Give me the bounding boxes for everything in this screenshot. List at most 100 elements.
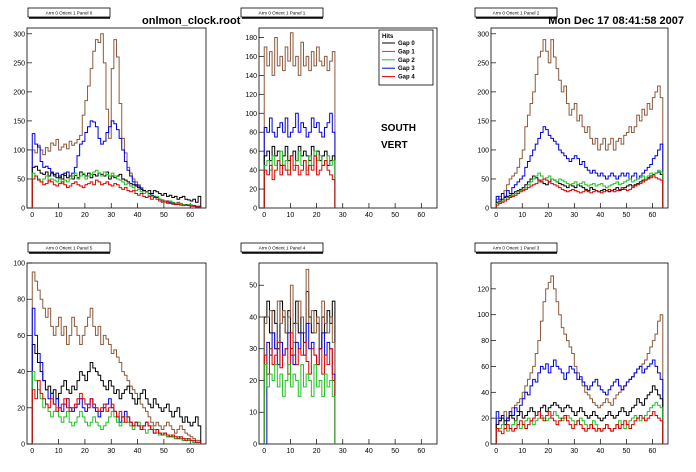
x-tick-label: 0: [30, 212, 34, 219]
legend-entry: Gap 0: [398, 41, 415, 47]
x-tick-label: 0: [262, 212, 266, 219]
legend-entry: Gap 4: [398, 75, 415, 81]
series-line-gap-3: [495, 359, 664, 444]
panel-title-box: [27, 7, 111, 18]
y-tick-label: 160: [245, 54, 257, 61]
x-tick-label: 20: [544, 212, 552, 219]
y-tick-label: 20: [249, 187, 257, 194]
y-tick-label: 80: [17, 297, 25, 304]
x-tick-label: 50: [391, 212, 399, 219]
series-line-gap-2: [31, 169, 202, 208]
histogram-panel-3: Arm 0 Orient 1 Panel 5 0 20 40 60 80 100 0 10 20 3…: [13, 242, 207, 455]
y-tick-label: 80: [481, 338, 489, 345]
x-tick-label: 60: [417, 448, 425, 455]
panel-title: Arm 0 Orient 1 Panel 1: [259, 11, 306, 16]
x-tick-label: 20: [544, 448, 552, 455]
panel-title: Arm 0 Orient 1 Panel 3: [493, 246, 540, 251]
plot-frame: [490, 262, 669, 445]
y-tick-label: 0: [253, 206, 257, 213]
y-tick-label: 250: [13, 60, 25, 67]
x-tick-label: 0: [494, 448, 498, 455]
panel-title-box: [474, 242, 558, 253]
timestamp: Mon Dec 17 08:41:58 2007: [548, 15, 684, 27]
annotation-vert: VERT: [381, 140, 408, 151]
series-line-gap-2: [495, 169, 664, 208]
y-tick-label: 100: [245, 111, 257, 118]
series-line-gap-3: [495, 126, 664, 208]
x-tick-label: 10: [518, 212, 526, 219]
series-line-gap-0: [31, 343, 202, 444]
y-tick-label: 100: [13, 147, 25, 154]
y-tick-label: 0: [21, 206, 25, 213]
plot-frame: [258, 262, 438, 445]
series-line-gap-4: [31, 175, 202, 208]
y-tick-label: 20: [249, 378, 257, 385]
y-tick-label: 0: [21, 442, 25, 449]
y-tick-label: 120: [245, 92, 257, 99]
y-tick-label: 50: [481, 176, 489, 183]
x-tick-label: 60: [648, 212, 656, 219]
x-tick-label: 50: [622, 448, 630, 455]
x-tick-label: 60: [186, 448, 194, 455]
y-tick-label: 100: [13, 261, 25, 268]
y-tick-label: 40: [17, 369, 25, 376]
x-tick-label: 30: [339, 448, 347, 455]
y-tick-label: 10: [249, 410, 257, 417]
series-line-gap-2: [263, 364, 336, 444]
series-line-gap-4: [263, 155, 336, 208]
y-tick-label: 80: [249, 130, 257, 137]
series-line-gap-4: [495, 411, 664, 444]
y-tick-label: 100: [477, 312, 489, 319]
y-tick-label: 0: [485, 206, 489, 213]
legend-entry: Gap 3: [398, 66, 415, 72]
legend-entry: Gap 1: [398, 49, 415, 55]
legend-title: Hits: [382, 34, 394, 40]
y-tick-label: 50: [249, 283, 257, 290]
y-tick-label: 200: [13, 89, 25, 96]
panel-title: Arm 0 Orient 1 Panel 5: [46, 246, 93, 251]
y-tick-label: 250: [477, 60, 489, 67]
series-line-gap-0: [495, 385, 664, 444]
panel-title-box: [27, 242, 111, 253]
series-line-gap-4: [31, 380, 202, 444]
x-tick-label: 50: [622, 212, 630, 219]
y-tick-label: 140: [245, 73, 257, 80]
y-tick-label: 60: [17, 333, 25, 340]
x-tick-label: 40: [365, 212, 373, 219]
y-tick-label: 150: [13, 118, 25, 125]
y-tick-label: 50: [17, 176, 25, 183]
x-tick-label: 30: [570, 212, 578, 219]
x-tick-label: 20: [313, 448, 321, 455]
histogram-panel-4: Arm 0 Orient 1 Panel 4 0 10 20 30 40 50 0 10 20 30…: [240, 242, 438, 455]
root-file-name: onlmon_clock.root: [142, 15, 241, 27]
x-tick-label: 10: [55, 212, 63, 219]
x-tick-label: 30: [107, 212, 115, 219]
y-tick-label: 40: [249, 168, 257, 175]
y-tick-label: 180: [245, 35, 257, 42]
series-line-gap-4: [495, 175, 664, 208]
y-tick-label: 40: [249, 314, 257, 321]
panel-title-box: [240, 242, 324, 253]
panel-title: Arm 0 Orient 1 Panel 2: [493, 11, 540, 16]
panel-title-box: [474, 7, 558, 18]
y-tick-label: 20: [481, 416, 489, 423]
y-tick-label: 40: [481, 390, 489, 397]
legend: Hits Gap 0 Gap 1 Gap 2 Gap 3 Gap 4: [378, 29, 434, 86]
x-tick-label: 40: [596, 448, 604, 455]
x-tick-label: 0: [494, 212, 498, 219]
y-tick-label: 60: [249, 149, 257, 156]
y-tick-label: 300: [13, 31, 25, 38]
series-line-gap-1: [495, 39, 664, 208]
x-tick-label: 30: [107, 448, 115, 455]
x-tick-label: 40: [596, 212, 604, 219]
x-tick-label: 10: [518, 448, 526, 455]
y-tick-label: 30: [249, 346, 257, 353]
y-tick-label: 60: [481, 364, 489, 371]
series-line-gap-1: [263, 32, 336, 208]
x-tick-label: 20: [81, 212, 89, 219]
panel-title-box: [240, 7, 324, 18]
x-tick-label: 40: [365, 448, 373, 455]
histogram-panel-2: Arm 0 Orient 1 Panel 2050100150200250300…: [474, 7, 669, 219]
y-tick-label: 100: [477, 147, 489, 154]
